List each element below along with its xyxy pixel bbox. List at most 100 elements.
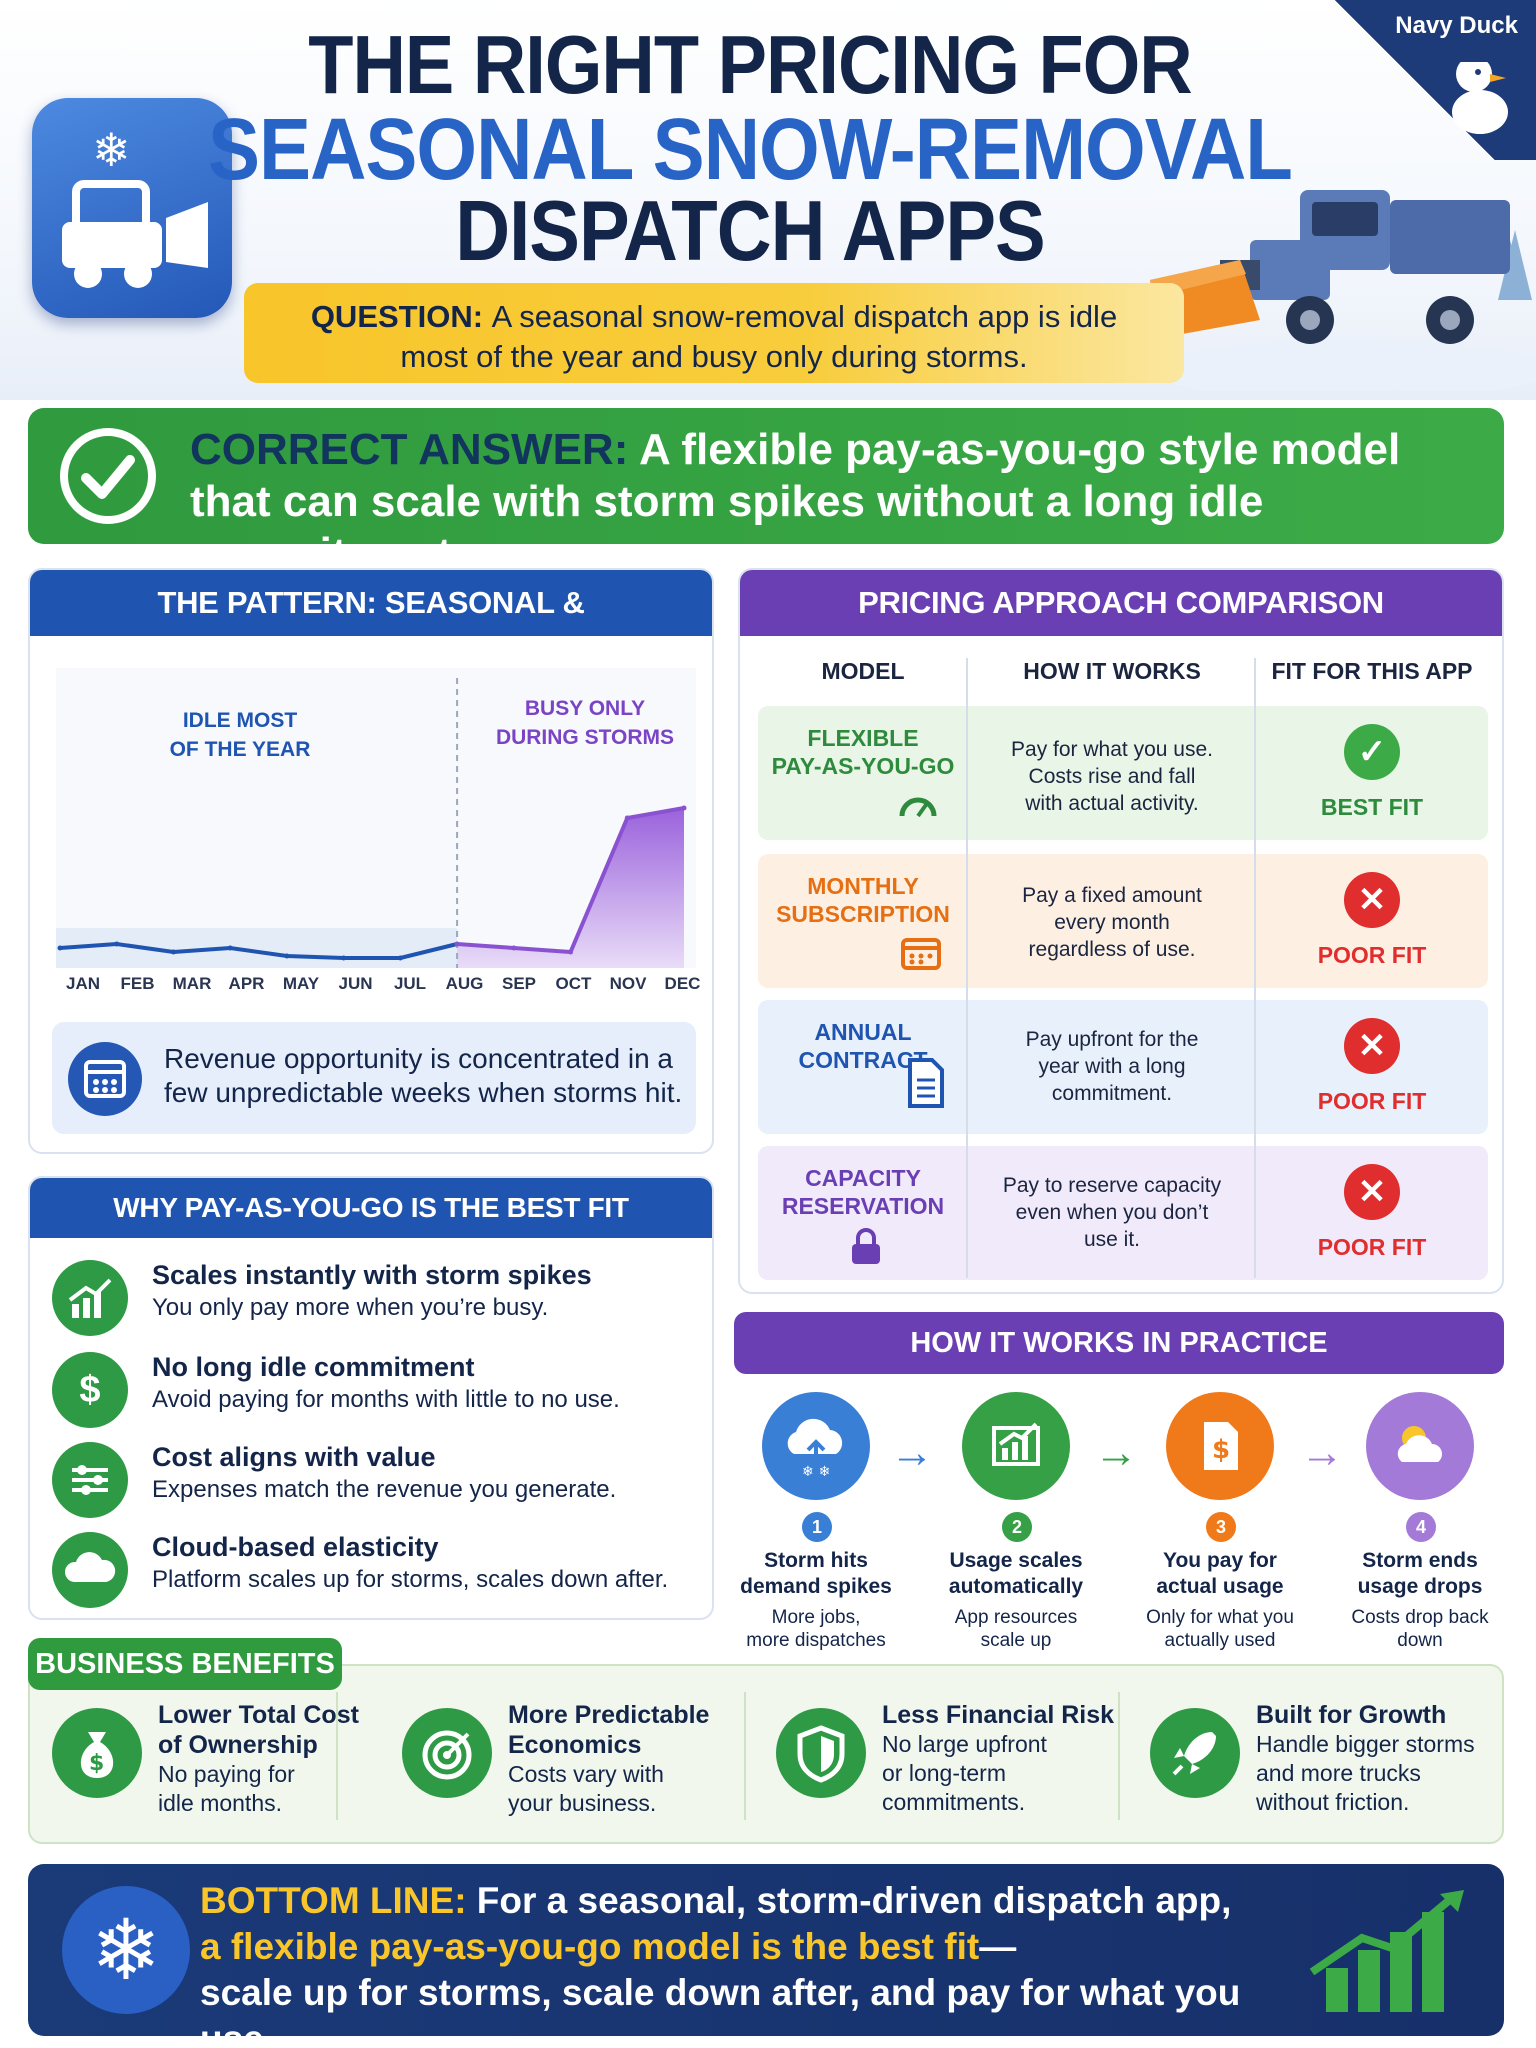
comparison-row-monthly: MONTHLY SUBSCRIPTION Pay a fixed amount … <box>758 854 1488 988</box>
question-text-2: most of the year and busy only during st… <box>400 339 1028 374</box>
benefit-divider <box>744 1692 746 1820</box>
benefit-desc-2: your business. <box>508 1790 657 1816</box>
month-tick-label: OCT <box>555 974 592 993</box>
benefit-divider <box>1118 1692 1120 1820</box>
how-text-2: even when you don’t <box>1015 1201 1209 1224</box>
how-text-2: year with a long <box>1038 1055 1186 1078</box>
page-title-line3: DISPATCH APPS <box>455 183 1045 280</box>
benefit-title-1: Less Financial Risk <box>882 1701 1115 1729</box>
chart-point <box>568 949 574 955</box>
how-text-2: every month <box>1054 911 1170 934</box>
growth-chart-icon <box>1309 1890 1464 2012</box>
model-name-1: MONTHLY <box>807 873 919 899</box>
how-text-1: Pay for what you use. <box>1011 738 1213 761</box>
chart-point <box>284 953 290 959</box>
step-desc-1: App resources <box>954 1607 1078 1628</box>
benefit-desc-1: Handle bigger storms <box>1256 1731 1475 1757</box>
how-text-3: regardless of use. <box>1028 938 1196 961</box>
model-name-1: ANNUAL <box>814 1019 912 1045</box>
step-title-1: Storm ends <box>1362 1549 1478 1572</box>
idle-band <box>56 928 458 968</box>
arrow-right-icon: → <box>1300 1428 1344 1477</box>
growth-chart-icon <box>52 1260 128 1336</box>
why-item-title: Scales instantly with storm spikes <box>152 1260 592 1290</box>
money-bag-icon: $ <box>52 1708 142 1798</box>
brand-corner <box>1330 0 1536 160</box>
bar-chart-icon <box>962 1392 1070 1500</box>
model-name-1: FLEXIBLE <box>807 725 919 751</box>
step-title-2: actual usage <box>1156 1575 1284 1598</box>
document-icon <box>908 1058 944 1108</box>
svg-text:$: $ <box>1212 1435 1230 1465</box>
month-tick-label: JUN <box>338 974 373 993</box>
duck-mascot-icon <box>1452 52 1508 134</box>
seasonal-chart <box>56 668 696 1008</box>
svg-text:❄: ❄ <box>92 123 131 177</box>
chart-point <box>341 955 347 961</box>
step-desc-1: Only for what you <box>1146 1607 1294 1628</box>
why-heading: WHY PAY-AS-YOU-GO IS THE BEST FIT <box>30 1178 712 1238</box>
snowplow-app-icon: ❄ <box>32 98 232 318</box>
why-item: Cloud-based elasticity Platform scales u… <box>52 1528 692 1612</box>
benefit-divider <box>336 1692 338 1820</box>
step-desc-2: more dispatches <box>746 1630 886 1651</box>
benefit-title-1: Lower Total Cost <box>158 1701 359 1729</box>
gauge-icon <box>899 797 937 818</box>
business-benefits-panel <box>28 1664 1504 1844</box>
pricing-comparison-panel: PRICING APPROACH COMPARISON MODEL HOW IT… <box>738 568 1504 1294</box>
bottom-line-banner: ❄ BOTTOM LINE: For a seasonal, storm-dri… <box>28 1864 1504 2048</box>
step-title-1: You pay for <box>1163 1549 1277 1572</box>
how-text-1: Pay to reserve capacity <box>1002 1174 1222 1197</box>
bottom-line-text: BOTTOM LINE: For a seasonal, storm-drive… <box>200 1878 1300 2048</box>
how-text-1: Pay a fixed amount <box>1022 884 1202 907</box>
chart-point <box>454 941 460 947</box>
calendar-icon <box>901 938 941 970</box>
month-tick-label: SEP <box>501 974 537 993</box>
question-box: QUESTION: A seasonal snow-removal dispat… <box>244 283 1184 383</box>
lock-icon <box>852 1228 880 1264</box>
month-tick-label: MAR <box>172 974 212 993</box>
cloud-icon <box>52 1532 128 1608</box>
comparison-heading: PRICING APPROACH COMPARISON <box>740 570 1502 636</box>
step-desc-2: down <box>1397 1630 1443 1651</box>
step-desc-1: Costs drop back <box>1351 1607 1489 1628</box>
why-item: Cost aligns with value Expenses match th… <box>52 1438 692 1522</box>
month-tick-label: AUG <box>445 974 484 993</box>
col-fit-header: FIT FOR THIS APP <box>1271 658 1473 684</box>
step-title-2: usage drops <box>1357 1575 1483 1598</box>
bottom-line-dash: — <box>979 1926 1017 1967</box>
step-number: 2 <box>1002 1512 1032 1542</box>
chart-point <box>114 941 120 947</box>
answer-text-1: A flexible pay-as-you-go style model <box>638 425 1401 474</box>
why-item: $ No long idle commitment Avoid paying f… <box>52 1348 692 1432</box>
benefit-title-1: More Predictable <box>508 1701 710 1729</box>
month-tick-label: JAN <box>65 974 100 993</box>
benefit-title-2: Economics <box>508 1731 642 1759</box>
arrow-right-icon: → <box>890 1428 934 1477</box>
chart-point <box>624 815 630 821</box>
busy-label-1: BUSY ONLY <box>524 697 646 720</box>
busy-area <box>457 808 684 968</box>
answer-text-2: that can scale with storm spikes without… <box>190 477 1264 578</box>
practice-heading: HOW IT WORKS IN PRACTICE <box>734 1312 1504 1374</box>
answer-text: CORRECT ANSWER: A flexible pay-as-you-go… <box>190 424 1490 580</box>
chart-point <box>681 805 687 811</box>
bottom-line-text-1: For a seasonal, storm-driven dispatch ap… <box>476 1880 1232 1921</box>
rocket-icon <box>1150 1708 1240 1798</box>
benefit-title-1: Built for Growth <box>1256 1701 1447 1729</box>
model-name-2: CONTRACT <box>798 1047 928 1073</box>
step-title-2: automatically <box>948 1575 1084 1598</box>
benefit-desc-3: commitments. <box>882 1789 1026 1815</box>
idle-series-line <box>59 941 458 960</box>
why-item-desc: You only pay more when you’re busy. <box>152 1294 549 1321</box>
benefit-desc-1: No large upfront <box>882 1731 1047 1757</box>
step-title-2: demand spikes <box>740 1575 892 1598</box>
x-mark-icon: ✕ <box>1344 1164 1400 1220</box>
revenue-text-1: Revenue opportunity is concentrated in a <box>164 1043 673 1074</box>
bottom-line-text-3: scale up for storms, scale down after, a… <box>200 1972 1241 2048</box>
model-name-1: CAPACITY <box>805 1165 921 1191</box>
svg-text:$: $ <box>89 1751 104 1776</box>
benefit-desc-2: or long-term <box>882 1760 1006 1786</box>
why-item-desc: Avoid paying for months with little to n… <box>152 1386 620 1413</box>
fit-label: POOR FIT <box>1317 942 1427 968</box>
